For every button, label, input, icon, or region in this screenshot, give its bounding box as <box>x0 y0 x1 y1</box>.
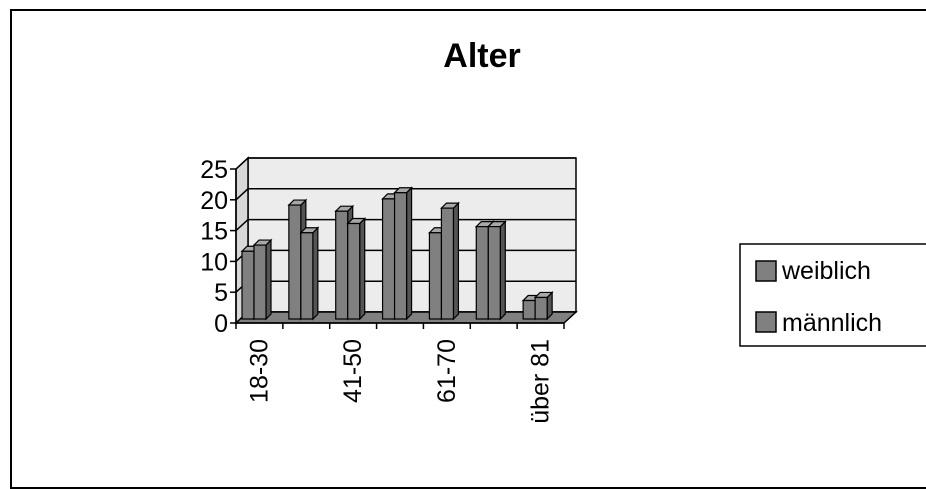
legend-swatch-weiblich <box>755 260 777 282</box>
y-tick-label: 10 <box>200 248 228 276</box>
chart-title: Alter <box>443 37 520 75</box>
bar-weiblich-41-50 <box>335 210 349 320</box>
legend-label-weiblich: weiblich <box>781 257 871 285</box>
bar-m-nnlich-41-50 <box>347 222 361 320</box>
y-tick-label: 5 <box>214 279 228 307</box>
bar-m-nnlich-31-40 <box>300 232 314 320</box>
bar-m-nnlich-18-30 <box>253 244 267 320</box>
bar-m-nnlich-61-70-side <box>452 201 460 321</box>
gridline <box>235 218 576 232</box>
bar-weiblich-31-40 <box>288 204 302 320</box>
bar-m-nnlich-51-60 <box>393 192 408 320</box>
chart-frame: Alter 0 5 10 15 20 25 18-30 41-50 61-70 über 81 w… <box>10 9 926 489</box>
bar-m-nnlich-71-80 <box>487 226 501 320</box>
bar-weiblich-71-80 <box>475 226 489 320</box>
bar-m-nnlich-18-30-side <box>265 238 272 321</box>
x-tick-label-18-30: 18-30 <box>245 339 273 403</box>
legend-swatch-maennlich <box>755 311 777 333</box>
gridline <box>235 188 576 201</box>
bar-weiblich-61-70 <box>428 232 443 320</box>
x-tick-label-61-70: 61-70 <box>433 339 461 403</box>
gridline <box>235 157 576 170</box>
legend-label-maennlich: männlich <box>782 309 882 337</box>
bar-m-nnlich-51-60-side <box>405 186 413 321</box>
y-tick-label: 15 <box>200 218 228 246</box>
bar-m-nnlich-71-80-side <box>499 220 506 321</box>
bar-weiblich-ber-81 <box>522 299 536 320</box>
x-tick-label-41-50: 41-50 <box>339 339 367 403</box>
x-tick-label-ber-81: über 81 <box>527 339 555 424</box>
bar-m-nnlich-ber-81 <box>534 296 548 320</box>
y-tick-label: 20 <box>200 187 228 215</box>
bar-m-nnlich-61-70 <box>440 207 455 320</box>
y-tick-label: 25 <box>200 156 228 184</box>
bar-m-nnlich-31-40-side <box>312 226 319 321</box>
bar-weiblich-51-60 <box>381 198 396 320</box>
bar-m-nnlich-41-50-side <box>359 217 366 321</box>
y-tick-label: 0 <box>214 310 228 338</box>
bar-weiblich-18-30 <box>241 250 255 320</box>
legend: weiblich männlich <box>739 243 926 347</box>
